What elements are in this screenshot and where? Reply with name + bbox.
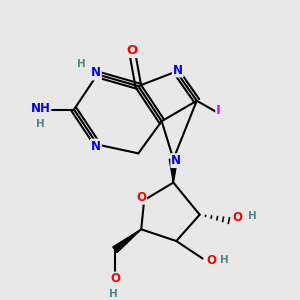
Text: H: H (77, 59, 86, 69)
Text: I: I (216, 104, 221, 118)
Polygon shape (113, 229, 141, 253)
Text: NH: NH (31, 102, 50, 116)
Text: O: O (233, 211, 243, 224)
Text: O: O (110, 272, 120, 286)
Text: H: H (36, 119, 45, 129)
Text: O: O (206, 254, 216, 266)
Text: O: O (136, 191, 146, 204)
Text: N: N (91, 67, 101, 80)
Text: N: N (173, 64, 183, 76)
Text: H: H (220, 255, 229, 265)
Text: N: N (91, 140, 101, 152)
Text: H: H (109, 289, 118, 298)
Polygon shape (169, 159, 178, 183)
Text: H: H (248, 211, 257, 221)
Text: N: N (171, 154, 181, 167)
Text: O: O (127, 44, 138, 57)
